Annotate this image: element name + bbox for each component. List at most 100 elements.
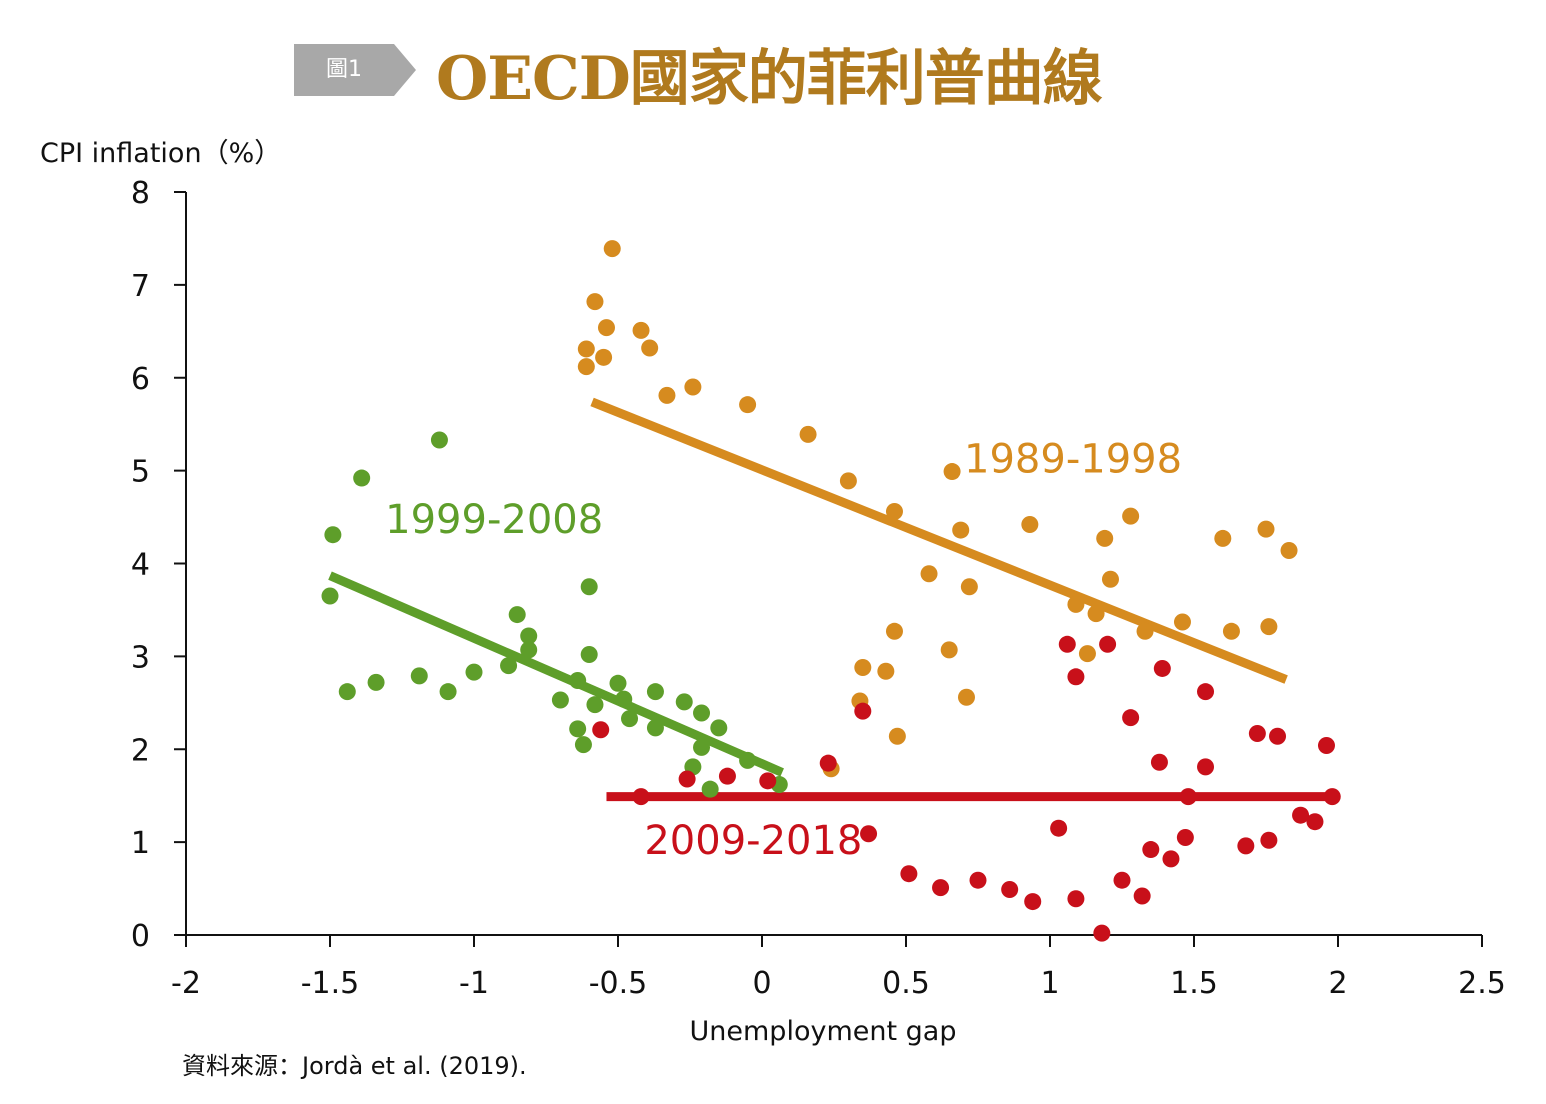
x-tick-label: 0 xyxy=(752,966,771,1001)
point-20092018 xyxy=(1153,659,1171,677)
point-20092018 xyxy=(1162,850,1180,868)
point-20092018 xyxy=(1269,727,1287,745)
x-tick-label: 0.5 xyxy=(882,966,930,1001)
series-label-19992008: 1999-2008 xyxy=(385,497,603,543)
trend-line-19992008 xyxy=(328,571,784,777)
point-19891998 xyxy=(658,386,676,404)
point-19891998 xyxy=(799,425,817,443)
point-19891998 xyxy=(888,727,906,745)
point-19891998 xyxy=(1222,622,1240,640)
point-19891998 xyxy=(1096,529,1114,547)
x-tick-label: 2 xyxy=(1328,966,1347,1001)
y-axis-title: CPI inflation（%） xyxy=(40,138,281,169)
point-19891998 xyxy=(920,565,938,583)
x-axis-title: Unemployment gap xyxy=(690,1016,957,1047)
point-20092018 xyxy=(1001,880,1019,898)
point-19992008 xyxy=(646,683,664,701)
point-20092018 xyxy=(1317,737,1335,755)
point-19891998 xyxy=(877,662,895,680)
point-19992008 xyxy=(586,696,604,714)
point-19891998 xyxy=(1101,570,1119,588)
point-19992008 xyxy=(569,672,587,690)
point-19992008 xyxy=(338,683,356,701)
point-19891998 xyxy=(839,472,857,490)
point-20092018 xyxy=(1179,788,1197,806)
y-tick-label: 0 xyxy=(131,919,150,954)
point-20092018 xyxy=(860,825,878,843)
point-19891998 xyxy=(1173,613,1191,631)
point-19891998 xyxy=(1078,645,1096,663)
point-20092018 xyxy=(932,879,950,897)
point-20092018 xyxy=(1058,635,1076,653)
trend-line-19891998 xyxy=(590,397,1288,684)
point-19891998 xyxy=(940,641,958,659)
point-19891998 xyxy=(641,339,659,357)
point-19992008 xyxy=(609,674,627,692)
point-20092018 xyxy=(1093,924,1111,942)
page-title: OECD國家的菲利普曲線 xyxy=(436,44,1103,114)
point-20092018 xyxy=(678,770,696,788)
y-tick-label: 1 xyxy=(131,826,150,861)
point-20092018 xyxy=(1067,668,1085,686)
x-tick-label: 1.5 xyxy=(1170,966,1218,1001)
point-20092018 xyxy=(1260,831,1278,849)
figure-badge: 圖1 xyxy=(294,44,418,96)
y-tick-label: 6 xyxy=(131,362,150,397)
point-19891998 xyxy=(597,319,615,337)
point-19891998 xyxy=(577,340,595,358)
x-tick-label: -0.5 xyxy=(589,966,648,1001)
point-19992008 xyxy=(520,627,538,645)
series-labels: 1999-2008 1989-1998 2009-2018 xyxy=(385,436,1182,864)
point-19992008 xyxy=(321,587,339,605)
point-20092018 xyxy=(1323,788,1341,806)
point-19891998 xyxy=(854,659,872,677)
point-20092018 xyxy=(1050,819,1068,837)
point-20092018 xyxy=(1176,828,1194,846)
point-19992008 xyxy=(569,720,587,738)
point-20092018 xyxy=(1142,841,1160,859)
trend-lines xyxy=(328,397,1336,802)
point-19891998 xyxy=(952,521,970,539)
point-20092018 xyxy=(718,767,736,785)
point-19992008 xyxy=(324,526,342,544)
point-20092018 xyxy=(1197,683,1215,701)
point-19891998 xyxy=(960,578,978,596)
y-tick-label: 2 xyxy=(131,733,150,768)
point-19891998 xyxy=(1067,595,1085,613)
x-tick-label: -2 xyxy=(171,966,201,1001)
point-19891998 xyxy=(1280,541,1298,559)
point-19992008 xyxy=(430,431,448,449)
point-20092018 xyxy=(819,754,837,772)
y-tick-label: 7 xyxy=(131,269,150,304)
point-19992008 xyxy=(574,736,592,754)
point-19891998 xyxy=(586,293,604,311)
point-20092018 xyxy=(592,721,610,739)
point-19992008 xyxy=(439,683,457,701)
point-19992008 xyxy=(675,693,693,711)
point-19992008 xyxy=(710,719,728,737)
point-19992008 xyxy=(508,606,526,624)
point-19992008 xyxy=(615,690,633,708)
point-19992008 xyxy=(367,673,385,691)
point-20092018 xyxy=(1248,724,1266,742)
point-19992008 xyxy=(621,710,639,728)
point-20092018 xyxy=(1237,837,1255,855)
point-20092018 xyxy=(1067,890,1085,908)
badge-label: 圖1 xyxy=(326,57,362,82)
point-19992008 xyxy=(500,657,518,675)
y-tick-label: 3 xyxy=(131,640,150,675)
point-20092018 xyxy=(969,871,987,889)
x-tick-label: 1 xyxy=(1040,966,1059,1001)
point-20092018 xyxy=(1113,871,1131,889)
point-19992008 xyxy=(353,469,371,487)
data-points xyxy=(321,240,1341,942)
series-label-20092018: 2009-2018 xyxy=(644,818,862,864)
point-19891998 xyxy=(943,463,961,481)
point-19891998 xyxy=(1021,515,1039,533)
point-19891998 xyxy=(885,622,903,640)
point-19992008 xyxy=(410,667,428,685)
point-19891998 xyxy=(1214,529,1232,547)
x-tick-label: -1.5 xyxy=(301,966,360,1001)
point-20092018 xyxy=(1150,753,1168,771)
